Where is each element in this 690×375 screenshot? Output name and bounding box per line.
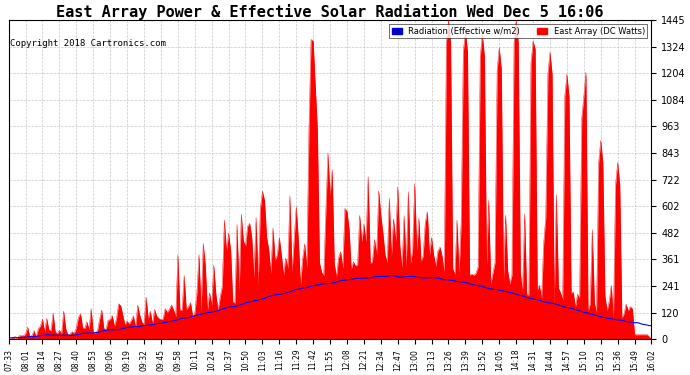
Text: Copyright 2018 Cartronics.com: Copyright 2018 Cartronics.com [10, 39, 166, 48]
Legend: Radiation (Effective w/m2), East Array (DC Watts): Radiation (Effective w/m2), East Array (… [389, 24, 647, 38]
Title: East Array Power & Effective Solar Radiation Wed Dec 5 16:06: East Array Power & Effective Solar Radia… [57, 4, 604, 20]
